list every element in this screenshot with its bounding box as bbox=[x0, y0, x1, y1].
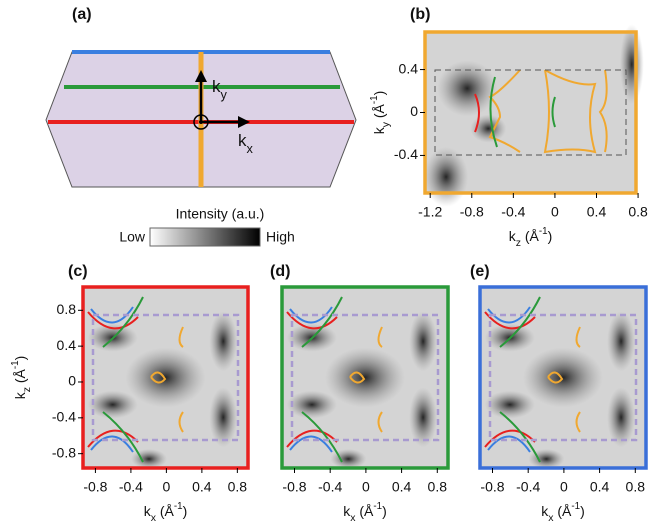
label-part: ) bbox=[580, 503, 585, 519]
label-part: x bbox=[247, 141, 254, 156]
intensity-feature bbox=[209, 311, 237, 371]
label-part: (Å bbox=[355, 503, 374, 519]
x-tick-label: -0.8 bbox=[282, 479, 306, 495]
y-tick-label: 0 bbox=[410, 103, 418, 119]
label-part: -1 bbox=[571, 501, 580, 512]
x-tick-label: -0.4 bbox=[318, 479, 342, 495]
x-tick-label: 0.4 bbox=[587, 204, 607, 220]
intensity-feature bbox=[209, 387, 237, 447]
panel: (b) -1.2 -0.8 -0.4 0 0.4 0.8 0.4 0 -0.4 kz (Å-1) ky… bbox=[369, 6, 648, 249]
x-tick-label: 0.8 bbox=[228, 479, 248, 495]
y-axis-label: kz (Å-1) bbox=[10, 356, 33, 400]
x-tick-label: 0.4 bbox=[392, 479, 412, 495]
x-tick-label: 0 bbox=[362, 479, 370, 495]
label-part: (Å bbox=[156, 503, 175, 519]
label-part: -1 bbox=[373, 501, 382, 512]
colorbar-gradient bbox=[150, 228, 260, 246]
label-part: ) bbox=[371, 91, 387, 96]
figure: (a) ky kx Intensity (a.u.) Low High (b) -… bbox=[0, 0, 654, 531]
label-part: ) bbox=[382, 503, 387, 519]
y-tick-label: -0.8 bbox=[52, 444, 76, 460]
x-tick-label: 0 bbox=[551, 204, 559, 220]
label-part: ) bbox=[183, 503, 188, 519]
label-part: ) bbox=[12, 356, 28, 361]
panel: (c) -0.8 -0.4 0 0.4 0.8 0.8 0.4 0 -0.4 -0.8 kx (Å-1… bbox=[10, 263, 248, 524]
intensity-feature bbox=[424, 147, 468, 207]
x-axis-label: kx (Å-1) bbox=[144, 501, 188, 524]
y-tick-label: 0.4 bbox=[57, 337, 77, 353]
x-tick-label: 0.8 bbox=[428, 479, 448, 495]
y-axis-label: ky (Å-1) bbox=[369, 91, 392, 135]
colorbar-low: Low bbox=[119, 229, 146, 245]
panel: (e) -0.8 -0.4 0 0.4 0.8 kx (Å-1) bbox=[470, 263, 646, 524]
y-tick-label: 0 bbox=[68, 373, 76, 389]
x-tick-label: 0.8 bbox=[626, 479, 646, 495]
y-tick-label: -0.4 bbox=[52, 409, 76, 425]
intensity-feature bbox=[607, 311, 635, 371]
panel-label: (d) bbox=[270, 263, 290, 280]
panel-label: (b) bbox=[410, 6, 430, 23]
x-tick-label: -1.2 bbox=[418, 204, 442, 220]
colorbar-high: High bbox=[266, 229, 295, 245]
x-tick-label: 0 bbox=[560, 479, 568, 495]
x-tick-label: 0.4 bbox=[590, 479, 610, 495]
y-tick-label: 0.4 bbox=[399, 60, 419, 76]
label-part: (Å bbox=[521, 228, 540, 244]
panel-label: (a) bbox=[72, 6, 92, 23]
x-tick-label: -0.8 bbox=[480, 479, 504, 495]
x-tick-label: -0.4 bbox=[516, 479, 540, 495]
intensity-feature bbox=[126, 348, 206, 408]
panel-a: (a) ky kx bbox=[46, 6, 356, 187]
x-tick-label: 0.8 bbox=[628, 204, 648, 220]
panel-label: (e) bbox=[470, 263, 490, 280]
x-tick-label: 0 bbox=[162, 479, 170, 495]
x-tick-label: -0.4 bbox=[119, 479, 143, 495]
intensity-feature bbox=[88, 391, 138, 419]
colorbar-title: Intensity (a.u.) bbox=[176, 206, 265, 222]
x-axis-label: kz (Å-1) bbox=[509, 226, 553, 249]
intensity-feature bbox=[325, 348, 405, 408]
label-part: ) bbox=[548, 228, 553, 244]
y-tick-label: 0.8 bbox=[57, 301, 77, 317]
intensity-feature bbox=[409, 311, 437, 371]
label-part: y bbox=[221, 87, 228, 102]
label-part: (Å bbox=[553, 503, 572, 519]
x-tick-label: -0.4 bbox=[501, 204, 525, 220]
intensity-feature bbox=[607, 387, 635, 447]
label-part: -1 bbox=[539, 226, 548, 237]
intensity-feature bbox=[523, 348, 603, 408]
x-tick-label: -0.8 bbox=[460, 204, 484, 220]
panel-label: (c) bbox=[68, 263, 88, 280]
panel: (d) -0.8 -0.4 0 0.4 0.8 kx (Å-1) bbox=[270, 263, 448, 524]
colorbar: Intensity (a.u.) Low High bbox=[119, 206, 294, 246]
label-part: -1 bbox=[10, 360, 21, 369]
intensity-feature bbox=[287, 391, 337, 419]
intensity-feature bbox=[620, 24, 644, 104]
intensity-feature bbox=[437, 60, 497, 116]
label-part: (Å bbox=[12, 368, 28, 387]
intensity-feature bbox=[409, 387, 437, 447]
x-axis-label: kx (Å-1) bbox=[343, 501, 387, 524]
intensity-feature bbox=[485, 391, 535, 419]
label-part: (Å bbox=[371, 103, 387, 122]
x-axis-label: kx (Å-1) bbox=[541, 501, 585, 524]
label-part: -1 bbox=[369, 95, 380, 104]
x-tick-label: -0.8 bbox=[83, 479, 107, 495]
y-tick-label: -0.4 bbox=[394, 146, 418, 162]
x-tick-label: 0.4 bbox=[192, 479, 212, 495]
label-part: -1 bbox=[174, 501, 183, 512]
